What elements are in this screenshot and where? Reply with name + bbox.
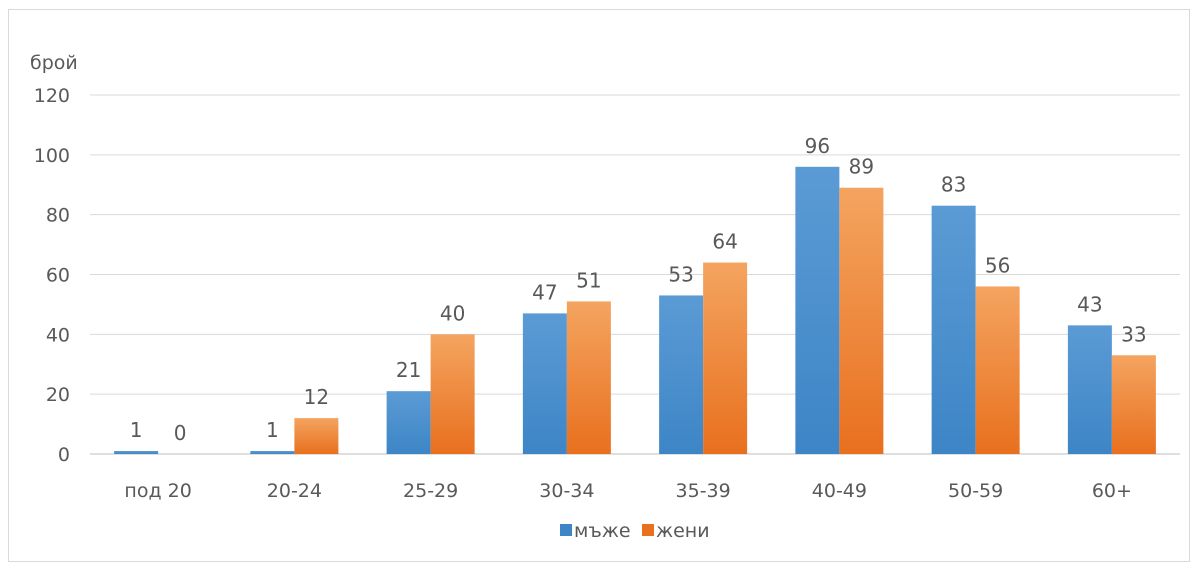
- x-category-label: 60+: [1092, 480, 1132, 502]
- y-tick-label: 40: [46, 324, 70, 346]
- data-label: 89: [849, 155, 874, 179]
- chart-frame: [8, 9, 1190, 562]
- data-labels: 1 0 1 12 21 40 47 51 53 64 96 89 83 56 43 33: [130, 134, 1147, 445]
- bar-жени-40-49: [839, 187, 884, 454]
- bar-жени-30-34: [566, 301, 611, 454]
- legend-swatch-мъже: [560, 524, 572, 536]
- legend-label: жени: [656, 520, 710, 542]
- y-tick-label: 60: [46, 265, 70, 287]
- bar-мъже-20-24: [250, 451, 295, 454]
- data-label: 21: [396, 358, 421, 382]
- legend: мъже жени: [560, 520, 710, 542]
- bar-жени-20-24: [294, 418, 339, 454]
- legend-swatch-жени: [642, 524, 654, 536]
- data-label: 56: [985, 253, 1010, 277]
- y-axis-title: брой: [30, 52, 78, 74]
- x-category-label: 50-59: [948, 480, 1003, 502]
- bar-жени-35-39: [703, 262, 748, 454]
- data-label: 43: [1077, 292, 1102, 316]
- x-category-label: 25-29: [403, 480, 458, 502]
- y-tick-label: 100: [34, 145, 70, 167]
- bar-мъже-50-59: [931, 205, 976, 454]
- x-category-label: 30-34: [539, 480, 594, 502]
- bar-мъже-25-29: [386, 391, 431, 454]
- y-axis-ticks: 0 20 40 60 80 100 120: [34, 85, 70, 466]
- bar-жени-25-29: [430, 334, 475, 454]
- y-tick-label: 0: [58, 444, 70, 466]
- bar-жени-60+: [1111, 355, 1156, 454]
- legend-label: мъже: [574, 520, 631, 542]
- data-label: 53: [668, 262, 693, 286]
- bar-мъже-30-34: [522, 313, 567, 454]
- x-category-label: под 20: [124, 480, 191, 502]
- bar-мъже-60+: [1067, 325, 1112, 454]
- y-tick-label: 80: [46, 205, 70, 227]
- y-tick-label: 20: [46, 384, 70, 406]
- bar-мъже-под 20: [114, 451, 159, 454]
- data-label: 83: [941, 173, 966, 197]
- x-category-label: 20-24: [267, 480, 322, 502]
- data-label: 47: [532, 280, 557, 304]
- data-label: 0: [174, 421, 187, 445]
- y-tick-label: 120: [34, 85, 70, 107]
- data-label: 33: [1121, 322, 1146, 346]
- bar-жени-50-59: [975, 286, 1020, 454]
- x-category-label: 35-39: [676, 480, 731, 502]
- data-label: 51: [576, 268, 601, 292]
- data-label: 64: [712, 230, 737, 254]
- data-label: 40: [440, 301, 465, 325]
- data-label: 1: [130, 418, 143, 442]
- bar-мъже-40-49: [795, 166, 840, 455]
- data-label: 12: [304, 385, 329, 409]
- data-label: 96: [805, 134, 830, 158]
- bar-мъже-35-39: [659, 295, 704, 454]
- x-category-label: 40-49: [812, 480, 867, 502]
- data-label: 1: [266, 418, 279, 442]
- x-axis-categories: под 20 20-24 25-29 30-34 35-39 40-49 50-59 60+: [124, 480, 1132, 502]
- bars: [114, 166, 1156, 455]
